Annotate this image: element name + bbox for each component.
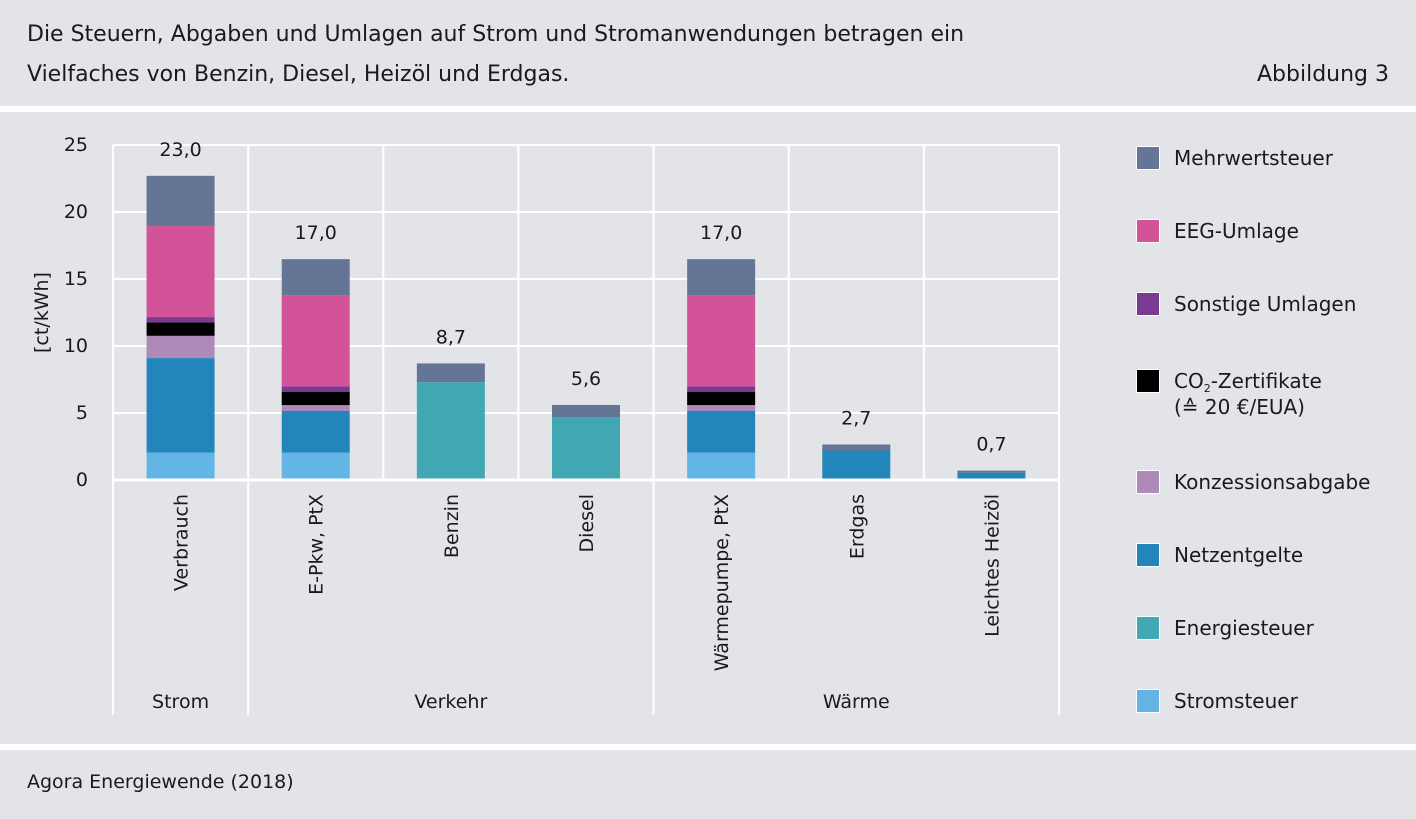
bar-segment [822, 450, 891, 480]
legend-label: CO2-Zertifikate (≙ 20 €/EUA) [1174, 369, 1322, 419]
x-category-label: Wärmepumpe, PtX [711, 494, 733, 671]
y-tick-label: 5 [76, 402, 88, 424]
bar-segment [281, 452, 350, 480]
legend-label: Stromsteuer [1174, 689, 1298, 713]
bar-total-label: 2,7 [841, 407, 871, 429]
x-category-label: E-Pkw, PtX [306, 494, 328, 595]
bar-segment [146, 322, 215, 336]
bar-segment [281, 391, 350, 406]
x-category-label: Diesel [576, 494, 598, 552]
legend-swatch [1136, 470, 1160, 494]
bar-segment [146, 317, 215, 323]
group-label: Verkehr [414, 691, 487, 713]
bar-total-label: 5,6 [571, 368, 601, 390]
legend-label: Sonstige Umlagen [1174, 292, 1357, 316]
legend-swatch [1136, 543, 1160, 567]
legend-swatch [1136, 292, 1160, 316]
bar-total-label: 17,0 [295, 222, 337, 244]
bar-segment [281, 259, 350, 296]
group-label: Wärme [823, 691, 890, 713]
bar-segment [687, 386, 756, 392]
legend-swatch [1136, 616, 1160, 640]
title-line-1: Die Steuern, Abgaben und Umlagen auf Str… [27, 22, 965, 47]
bar-segment [687, 295, 756, 387]
legend-swatch [1136, 369, 1160, 393]
legend-swatch [1136, 146, 1160, 170]
x-category-label: Erdgas [846, 494, 868, 559]
bar-segment [281, 295, 350, 387]
legend-swatch [1136, 689, 1160, 713]
bottom-divider [0, 744, 1416, 750]
bar-segment [822, 444, 891, 451]
y-tick-label: 10 [64, 335, 88, 357]
bar-segment [146, 452, 215, 480]
bar-total-label: 23,0 [159, 139, 201, 161]
legend-label: Netzentgelte [1174, 543, 1304, 567]
y-tick-label: 25 [64, 134, 88, 156]
bar-segment [957, 470, 1026, 473]
title-line-2: Vielfaches von Benzin, Diesel, Heizöl un… [27, 62, 570, 87]
legend-swatch [1136, 219, 1160, 243]
bar-total-label: 17,0 [700, 222, 742, 244]
bar-segment [552, 404, 620, 418]
x-category-label: Leichtes Heizöl [981, 494, 1003, 637]
legend-label: Mehrwertsteuer [1174, 146, 1333, 170]
bar-total-label: 8,7 [436, 326, 466, 348]
bar-segment [146, 175, 215, 227]
bar-segment [146, 226, 215, 318]
bar-segment [957, 472, 1026, 480]
x-category-label: Verbrauch [171, 494, 193, 591]
bar-segment [281, 386, 350, 392]
bar-segment [687, 259, 756, 296]
y-tick-label: 15 [64, 268, 88, 290]
y-tick-label: 0 [76, 469, 88, 491]
y-axis-label: [ct/kWh] [31, 272, 53, 353]
legend-label: Energiesteuer [1174, 616, 1314, 640]
legend-label: EEG-Umlage [1174, 219, 1299, 243]
legend-label: Konzessionsabgabe [1174, 470, 1371, 494]
bar-segment [416, 363, 485, 383]
bar-segment [687, 405, 756, 411]
bar-segment [281, 410, 350, 453]
y-tick-label: 20 [64, 201, 88, 223]
bar-segment [281, 405, 350, 411]
x-category-label: Benzin [441, 494, 463, 558]
bar-segment [687, 391, 756, 406]
bar-segment [687, 452, 756, 480]
bar-total-label: 0,7 [976, 434, 1006, 456]
bar-segment [416, 382, 485, 480]
bar-segment [146, 335, 215, 359]
figure-label: Abbildung 3 [1256, 62, 1389, 87]
header: Die Steuern, Abgaben und Umlagen auf Str… [0, 0, 1416, 106]
bar-segment [687, 410, 756, 453]
source-note: Agora Energiewende (2018) [27, 771, 294, 793]
bar-segment [552, 417, 620, 480]
bar-segment [146, 358, 215, 453]
top-divider [0, 106, 1416, 112]
group-label: Strom [152, 691, 209, 713]
